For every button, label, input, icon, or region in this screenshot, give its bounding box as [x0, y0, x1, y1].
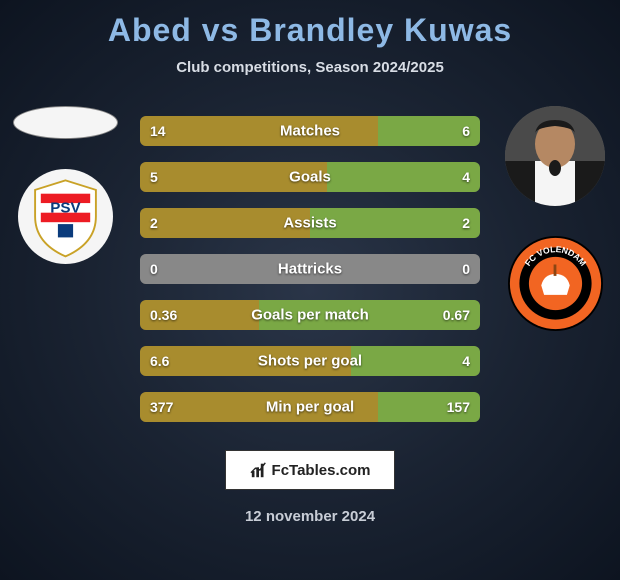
- stat-value-right: 2: [462, 215, 470, 231]
- right-club-badge: FC VOLENDAM: [508, 236, 603, 331]
- stat-value-left: 377: [150, 399, 173, 415]
- chart-icon: [250, 461, 268, 479]
- stat-value-right: 0: [462, 261, 470, 277]
- stat-label: Hattricks: [278, 261, 342, 278]
- page-title: Abed vs Brandley Kuwas: [0, 0, 620, 49]
- psv-shield-icon: PSV: [18, 169, 113, 264]
- stat-row: Assists 2 2: [140, 208, 480, 238]
- stat-row: Goals 5 4: [140, 162, 480, 192]
- stat-value-left: 0.36: [150, 307, 177, 323]
- stat-row: Goals per match 0.36 0.67: [140, 300, 480, 330]
- left-player-column: PSV: [0, 106, 130, 264]
- stat-label: Shots per goal: [258, 353, 362, 370]
- stat-value-left: 6.6: [150, 353, 169, 369]
- stat-value-left: 2: [150, 215, 158, 231]
- stat-bars-container: Matches 14 6 Goals 5 4 Assists 2 2 Hattricks 0 0 Goa…: [140, 116, 480, 422]
- stat-value-right: 4: [462, 169, 470, 185]
- footer-date: 12 november 2024: [245, 508, 375, 525]
- stat-label: Assists: [283, 215, 336, 232]
- stat-value-right: 4: [462, 353, 470, 369]
- footer-brand-text: FcTables.com: [272, 462, 371, 479]
- stat-value-right: 0.67: [443, 307, 470, 323]
- stat-row: Shots per goal 6.6 4: [140, 346, 480, 376]
- stat-row: Hattricks 0 0: [140, 254, 480, 284]
- footer-brand-badge: FcTables.com: [225, 450, 395, 490]
- stat-value-left: 14: [150, 123, 166, 139]
- stat-row: Matches 14 6: [140, 116, 480, 146]
- stat-bar-left: [140, 116, 378, 146]
- stat-value-left: 5: [150, 169, 158, 185]
- comparison-content: PSV: [0, 106, 620, 436]
- stat-value-right: 6: [462, 123, 470, 139]
- stat-row: Min per goal 377 157: [140, 392, 480, 422]
- right-player-avatar: [505, 106, 605, 206]
- stat-label: Goals: [289, 169, 331, 186]
- stat-bar-right: [351, 346, 480, 376]
- stat-value-left: 0: [150, 261, 158, 277]
- svg-text:PSV: PSV: [50, 200, 81, 217]
- left-player-avatar: [13, 106, 118, 139]
- left-club-badge: PSV: [18, 169, 113, 264]
- stat-bar-right: [327, 162, 480, 192]
- right-player-column: FC VOLENDAM: [490, 106, 620, 331]
- stat-label: Matches: [280, 123, 340, 140]
- stat-value-right: 157: [447, 399, 470, 415]
- stat-label: Goals per match: [251, 307, 369, 324]
- page-subtitle: Club competitions, Season 2024/2025: [0, 59, 620, 76]
- stat-label: Min per goal: [266, 399, 354, 416]
- volendam-badge-icon: FC VOLENDAM: [508, 236, 603, 331]
